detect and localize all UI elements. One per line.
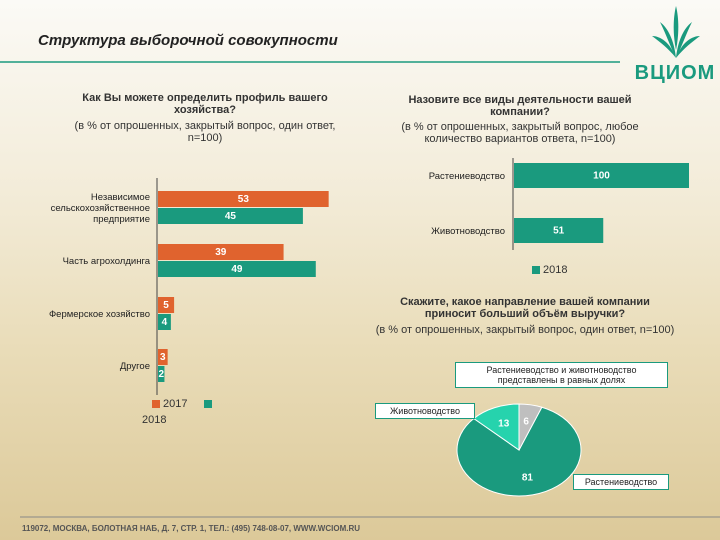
value-label: 6 — [523, 417, 529, 428]
chart-subtitle: (в % от опрошенных, закрытый вопрос, оди… — [74, 120, 336, 144]
value-label: 100 — [593, 171, 610, 182]
value-label: 45 — [225, 211, 237, 222]
title: Структура выборочной совокупности — [38, 32, 338, 49]
legend-label: 2018 — [543, 264, 568, 276]
chart-subtitle: (в % от опрошенных, закрытый вопрос, люб… — [401, 121, 639, 145]
chart-title: Как Вы можете определить профиль вашего … — [82, 92, 328, 116]
chart-subtitle: (в % от опрошенных, закрытый вопрос, оди… — [375, 324, 675, 336]
bar — [158, 314, 171, 330]
value-label: 53 — [238, 194, 250, 205]
category-label: Животноводство — [431, 225, 505, 237]
category-label: Другое — [119, 360, 150, 372]
value-label: 81 — [522, 472, 534, 483]
pie-slice — [518, 403, 543, 451]
footer: 119072, МОСКВА, БОЛОТНАЯ НАБ, Д. 7, СТР.… — [22, 524, 361, 533]
bar — [158, 191, 329, 207]
value-label: 3 — [160, 352, 166, 363]
category-label: Растениеводство — [573, 474, 669, 490]
category-label: Фермерское хозяйство — [48, 308, 150, 320]
category-label: Растениеводство — [428, 170, 505, 182]
legend-swatch — [204, 400, 212, 408]
category-label: Независимое сельскохозяйственное предпри… — [50, 191, 150, 225]
bar — [158, 208, 303, 224]
value-label: 5 — [163, 300, 169, 311]
value-label: 2 — [158, 369, 164, 380]
chart-title: Назовите все виды деятельности вашей ком… — [408, 94, 632, 118]
value-label: 4 — [162, 317, 168, 328]
legend-label: 2018 — [142, 414, 167, 426]
bar — [158, 244, 284, 260]
pie-slice — [456, 406, 582, 497]
chart-title: Скажите, какое направление вашей компани… — [400, 296, 650, 320]
logo-icon — [652, 6, 700, 58]
value-label: 39 — [215, 247, 227, 258]
value-label: 49 — [231, 264, 243, 275]
bar — [158, 349, 168, 365]
legend-swatch — [532, 266, 540, 274]
logo: ВЦИОМ — [634, 62, 716, 84]
bar — [158, 297, 175, 313]
category-label: Часть агрохолдинга — [62, 255, 150, 267]
value-label: 51 — [553, 226, 565, 237]
bar — [514, 218, 604, 243]
value-label: 13 — [498, 418, 510, 429]
bar — [158, 366, 165, 382]
category-label: Растениеводство и животноводство предста… — [455, 362, 668, 388]
bar — [514, 163, 689, 188]
bar — [158, 261, 316, 277]
category-label: Животноводство — [375, 403, 475, 419]
legend-label: 2017 — [163, 398, 188, 410]
legend-swatch — [152, 400, 160, 408]
